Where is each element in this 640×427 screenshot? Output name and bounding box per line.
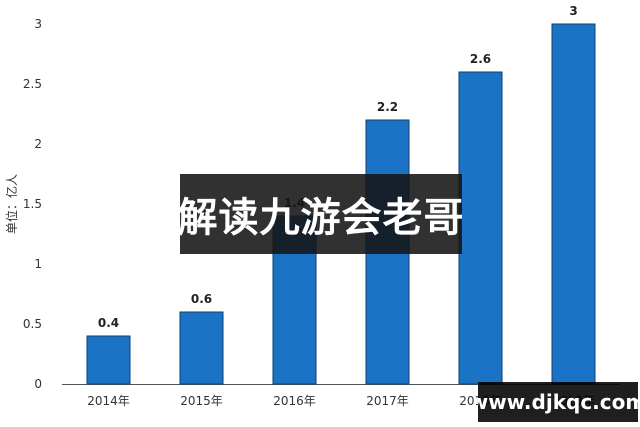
y-tick-label: 2 [34, 137, 42, 151]
bar [458, 71, 503, 385]
bar [551, 23, 596, 385]
bar-value-label: 3 [569, 4, 577, 18]
bar-value-label: 2.6 [470, 52, 491, 66]
x-tick-label: 2015年 [180, 394, 223, 408]
bars: 0.40.61.42.22.63 [86, 4, 596, 385]
bar [179, 311, 224, 385]
y-tick-label: 1 [34, 257, 42, 271]
url-watermark: www.djkqc.com [478, 382, 638, 422]
x-tick-label: 2014年 [87, 394, 130, 408]
y-axis-label: 单位：亿人 [4, 174, 19, 234]
bar-value-label: 2.2 [377, 100, 398, 114]
bar-value-label: 0.6 [191, 292, 212, 306]
bar [86, 335, 131, 385]
y-axis-ticks: 0 0.5 1 1.5 2 2.5 3 [23, 17, 42, 391]
y-tick-label: 1.5 [23, 197, 42, 211]
overlay-title: 解读九游会老哥 [180, 174, 462, 254]
x-tick-label: 2017年 [366, 394, 409, 408]
y-tick-label: 0.5 [23, 317, 42, 331]
y-tick-label: 0 [34, 377, 42, 391]
x-tick-label: 2016年 [273, 394, 316, 408]
y-tick-label: 3 [34, 17, 42, 31]
y-tick-label: 2.5 [23, 77, 42, 91]
bar-value-label: 0.4 [98, 316, 119, 330]
